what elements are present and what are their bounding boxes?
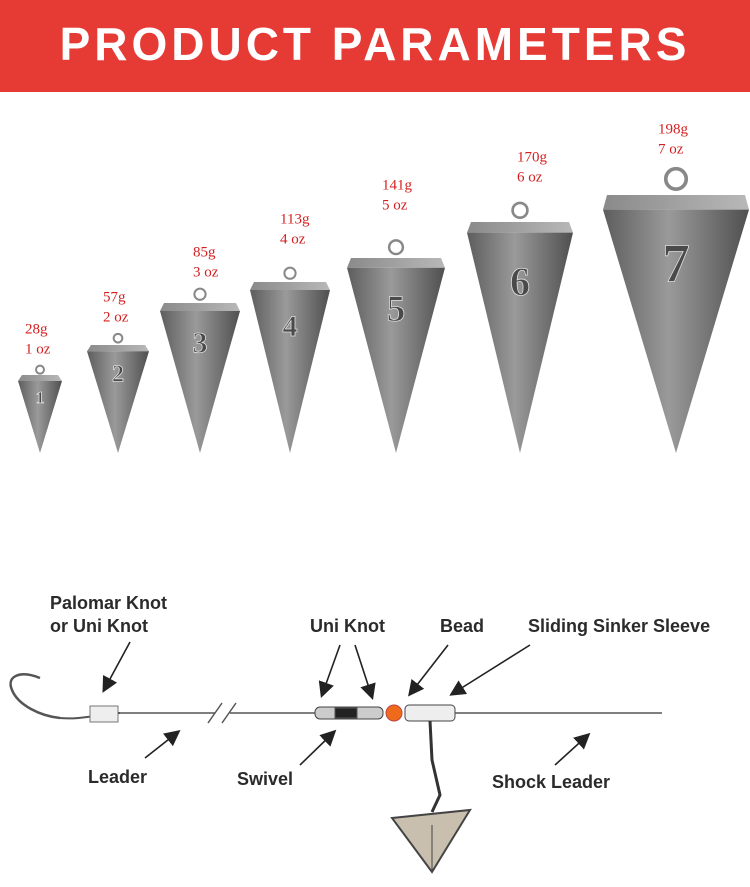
sinker: 3 85g 3 oz xyxy=(160,244,240,453)
break xyxy=(221,702,237,724)
sinker-number: 4 xyxy=(283,310,298,343)
label-swivel: Swivel xyxy=(237,769,293,789)
label-leader: Leader xyxy=(88,767,147,787)
sinker: 7 198g 7 oz xyxy=(603,121,749,453)
sinker-body xyxy=(18,381,62,453)
sinker: 4 113g 4 oz xyxy=(250,211,330,453)
sinker-link xyxy=(428,720,442,813)
sinker-ounces: 2 oz xyxy=(103,309,129,325)
header-title: PRODUCT PARAMETERS xyxy=(60,18,691,70)
sinker-weight: 198g xyxy=(658,121,689,137)
sinker-top xyxy=(603,195,749,210)
sinker-top xyxy=(87,345,149,352)
label-sleeve: Sliding Sinker Sleeve xyxy=(528,616,710,636)
sinker-number: 6 xyxy=(510,259,530,304)
sinker-top xyxy=(347,258,445,268)
sinker-body xyxy=(87,351,149,453)
sinker-eye xyxy=(283,266,297,280)
sinker-number: 3 xyxy=(193,326,208,359)
sinker-weight: 85g xyxy=(193,244,216,260)
arrow xyxy=(354,644,376,701)
sinker-ounces: 5 oz xyxy=(382,197,408,213)
sleeve-shape xyxy=(404,704,456,722)
rig-sinker xyxy=(390,808,472,874)
sinker-body xyxy=(160,311,240,453)
knot xyxy=(89,705,119,723)
sinker-number: 7 xyxy=(662,233,690,294)
sinker-body xyxy=(250,290,330,453)
sinker-weight: 141g xyxy=(382,177,413,193)
sinker-eye xyxy=(663,166,689,191)
arrow xyxy=(318,644,341,699)
sinker-weight: 28g xyxy=(25,321,48,337)
swivel-barrel xyxy=(334,707,358,719)
sinker-top xyxy=(18,375,62,381)
sinker-weight: 170g xyxy=(517,149,548,165)
arrow xyxy=(449,644,531,696)
break xyxy=(207,702,223,724)
arrow xyxy=(102,641,131,693)
label-uni-knot: Uni Knot xyxy=(310,616,385,636)
sinker-eye xyxy=(112,332,124,344)
sinker-ounces: 1 oz xyxy=(25,341,51,357)
sinker-weight: 113g xyxy=(280,211,310,227)
label-bead: Bead xyxy=(440,616,484,636)
sinker-body xyxy=(467,232,573,453)
sinker: 2 57g 2 oz xyxy=(87,289,149,453)
sinker-ounces: 6 oz xyxy=(517,169,543,185)
hook xyxy=(9,673,61,720)
sinker-eye xyxy=(387,239,405,256)
arrow xyxy=(554,732,591,766)
sinker-body xyxy=(347,267,445,453)
sinker-ounces: 7 oz xyxy=(658,141,684,157)
sinker-eye xyxy=(193,287,207,301)
sinker-number: 1 xyxy=(36,388,45,407)
sinker: 5 141g 5 oz xyxy=(347,177,445,453)
header-band xyxy=(0,0,750,92)
label-palomar: Palomar Knot xyxy=(50,593,167,613)
sinker-top xyxy=(160,303,240,311)
arrow xyxy=(299,729,337,766)
sinker: 1 28g 1 oz xyxy=(18,321,62,453)
rig xyxy=(9,673,662,874)
sinker-ounces: 4 oz xyxy=(280,231,306,247)
sinker-eye xyxy=(511,201,529,220)
sinker-number: 2 xyxy=(112,362,124,388)
arrow xyxy=(144,730,181,759)
sinker-eye xyxy=(35,364,45,375)
sinker: 6 170g 6 oz xyxy=(467,149,573,453)
sinker-body xyxy=(603,209,749,453)
sinker-top xyxy=(467,222,573,233)
label-palomar: or Uni Knot xyxy=(50,616,148,636)
sinker-number: 5 xyxy=(387,289,406,330)
sinker-weight: 57g xyxy=(103,289,126,305)
sinker-ounces: 3 oz xyxy=(193,264,219,280)
label-shock-leader: Shock Leader xyxy=(492,772,610,792)
arrow xyxy=(408,644,449,697)
sinker-top xyxy=(250,282,330,290)
arrows xyxy=(102,641,591,766)
bead-shape xyxy=(385,704,403,722)
